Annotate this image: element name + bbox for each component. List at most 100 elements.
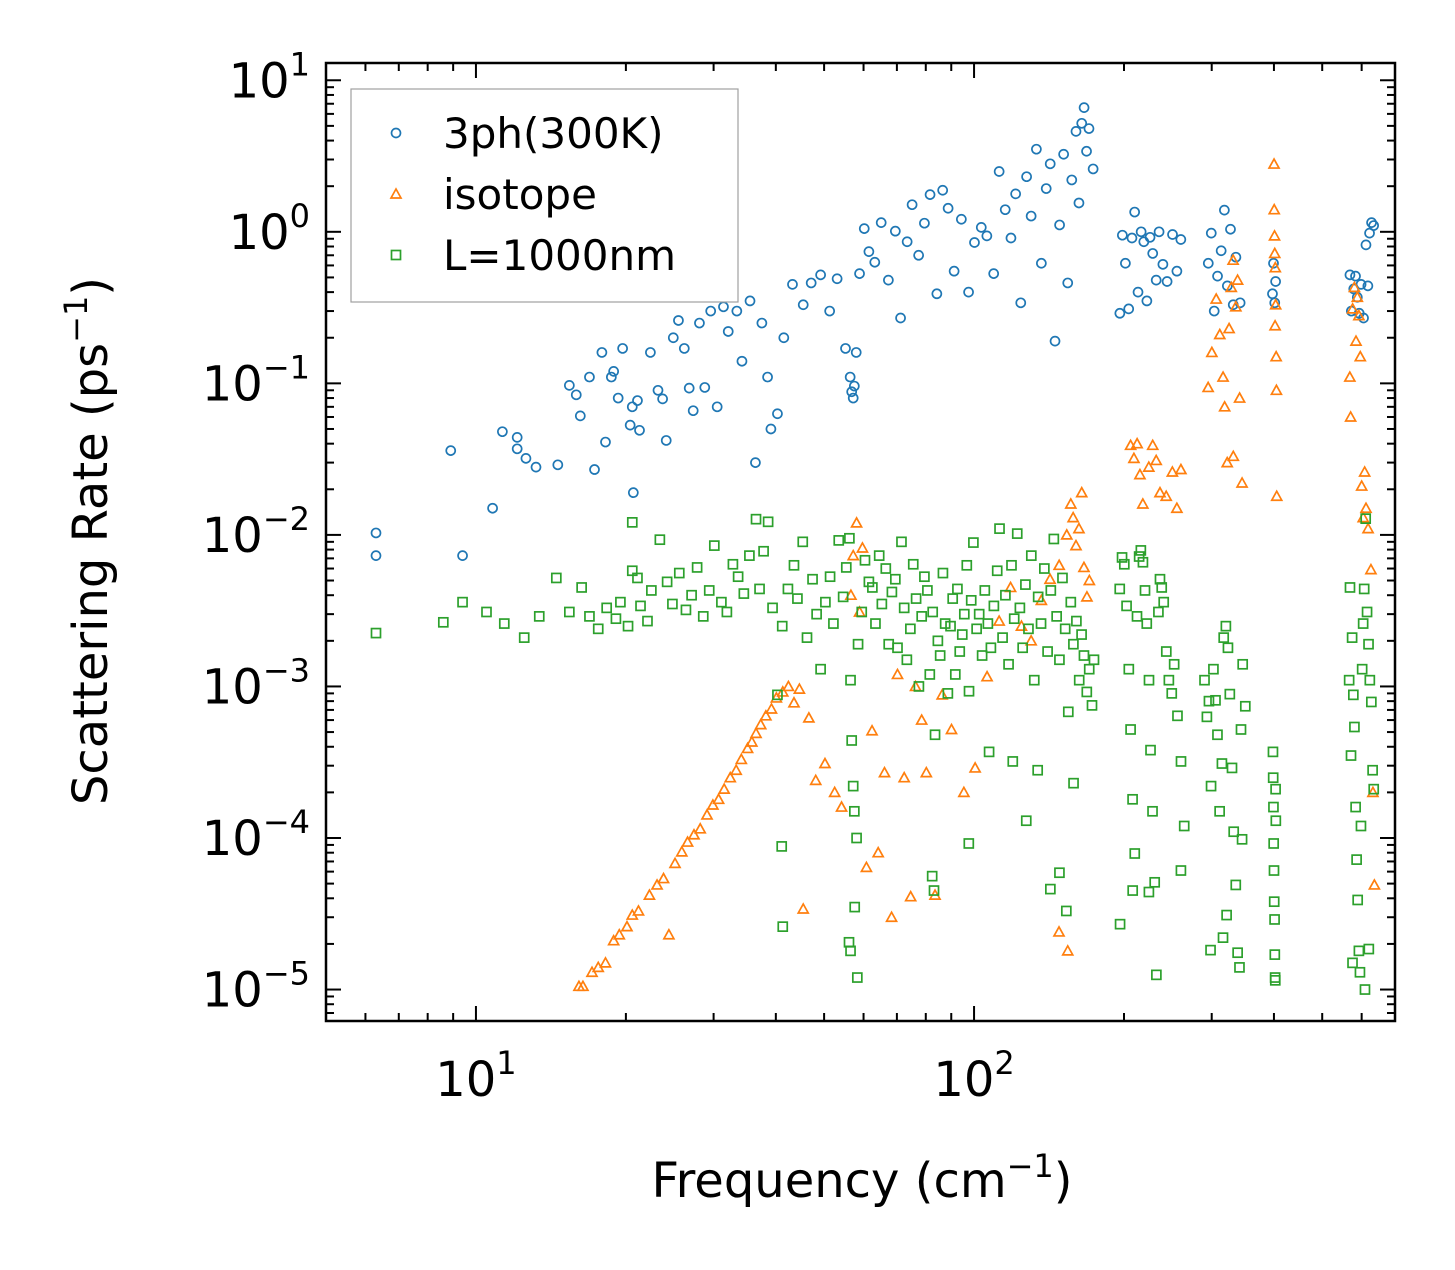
data-point <box>807 573 818 585</box>
data-point <box>947 593 959 604</box>
data-point <box>901 654 913 666</box>
data-point <box>942 202 954 214</box>
data-point <box>642 615 653 627</box>
data-point <box>370 527 382 539</box>
data-point <box>1125 724 1136 735</box>
data-point <box>847 780 859 792</box>
data-point <box>1072 521 1086 534</box>
data-point <box>952 583 963 595</box>
data-point <box>847 392 859 404</box>
legend-label: 3ph(300K) <box>443 109 663 158</box>
data-point <box>999 204 1011 216</box>
data-point <box>1220 455 1234 468</box>
data-point <box>828 618 839 629</box>
data-point <box>1060 905 1072 917</box>
data-point <box>734 752 748 765</box>
data-point <box>1222 321 1236 334</box>
data-point <box>776 841 788 852</box>
data-point <box>1059 623 1071 635</box>
data-point <box>954 646 966 657</box>
data-point <box>1024 634 1038 646</box>
data-point <box>750 513 762 525</box>
data-point <box>1167 229 1178 240</box>
data-point <box>835 800 848 812</box>
data-point <box>1069 538 1083 551</box>
data-point <box>1270 489 1284 502</box>
data-point <box>797 299 809 311</box>
data-point <box>729 763 743 776</box>
data-point <box>1225 223 1236 235</box>
data-point <box>1127 885 1139 896</box>
data-point <box>706 798 720 810</box>
data-point <box>1268 801 1279 813</box>
data-point <box>708 540 720 551</box>
data-point <box>584 371 595 383</box>
data-point <box>1052 558 1066 571</box>
data-point <box>759 709 773 721</box>
data-point <box>1168 658 1180 670</box>
data-point <box>1065 596 1077 608</box>
data-point <box>1218 400 1232 412</box>
data-point <box>782 583 794 595</box>
data-point <box>1269 297 1281 309</box>
data-point <box>1049 335 1061 347</box>
data-point <box>624 419 636 431</box>
data-point <box>1077 560 1091 573</box>
data-point <box>1239 700 1251 712</box>
data-point <box>1347 280 1361 293</box>
data-point <box>845 674 856 686</box>
data-point <box>924 669 936 680</box>
data-point <box>1226 762 1238 774</box>
data-point <box>1141 618 1153 629</box>
data-point <box>937 184 949 196</box>
data-point <box>846 735 858 746</box>
data-point <box>765 702 778 714</box>
data-point <box>668 856 682 869</box>
data-point <box>965 594 977 606</box>
data-point <box>756 317 768 329</box>
data-point <box>1216 370 1230 382</box>
data-point <box>979 585 991 596</box>
data-point <box>620 919 634 932</box>
data-point <box>457 596 468 608</box>
data-point <box>1157 258 1169 270</box>
data-point <box>859 554 871 566</box>
data-point <box>851 972 863 983</box>
data-point <box>1270 815 1282 827</box>
y-tick-label: 10−3 <box>202 651 310 715</box>
data-point <box>769 691 783 703</box>
data-point <box>1144 231 1156 243</box>
data-point <box>1073 197 1085 209</box>
data-point <box>1201 711 1213 723</box>
data-point <box>772 689 783 701</box>
data-point <box>1353 349 1367 362</box>
data-point <box>1358 465 1372 477</box>
minor-ticks <box>325 63 1396 1021</box>
data-point <box>1209 292 1223 304</box>
data-point <box>1349 334 1363 346</box>
data-point <box>1021 171 1032 183</box>
data-point <box>1363 638 1374 650</box>
data-point <box>797 536 809 548</box>
data-point <box>898 602 910 614</box>
data-point <box>1129 206 1141 218</box>
data-point <box>937 567 949 579</box>
data-point <box>1199 674 1210 686</box>
data-point <box>703 585 715 596</box>
data-point <box>968 537 979 548</box>
data-point <box>1020 579 1031 590</box>
data-point <box>916 611 928 622</box>
data-point <box>949 669 961 680</box>
data-point <box>1356 663 1368 675</box>
data-point <box>693 822 707 834</box>
data-point <box>805 277 817 289</box>
data-point <box>963 685 975 697</box>
data-point <box>1267 772 1279 784</box>
data-point <box>1203 695 1215 707</box>
data-point <box>1234 962 1245 973</box>
data-point <box>1235 476 1249 488</box>
data-point <box>1057 572 1068 584</box>
data-point <box>635 600 646 612</box>
data-point <box>584 611 595 622</box>
